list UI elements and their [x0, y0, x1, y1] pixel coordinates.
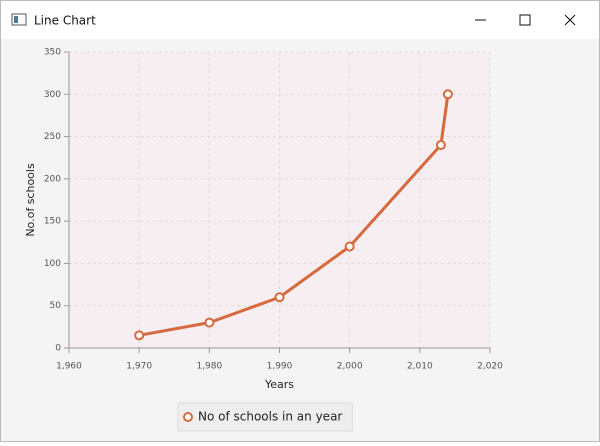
legend-item: No of schools in an year — [177, 402, 353, 432]
title-bar — [1, 1, 599, 39]
y-tick-label: 350 — [44, 48, 61, 58]
x-tick-label: 2,020 — [477, 362, 503, 372]
window-title: Line Chart — [34, 14, 96, 28]
y-tick-label: 150 — [44, 217, 61, 227]
y-tick-label: 100 — [44, 259, 61, 269]
legend-symbol — [183, 412, 193, 422]
legend-label: No of schools in an year — [198, 410, 342, 424]
x-tick-label: 1,980 — [196, 362, 222, 372]
x-tick-label: 1,960 — [56, 362, 82, 372]
x-tick-label: 2,000 — [337, 362, 363, 372]
x-tick-label: 1,990 — [267, 362, 293, 372]
data-point — [344, 241, 355, 252]
x-tick-label: 2,010 — [407, 362, 433, 372]
maximize-button[interactable] — [519, 14, 531, 26]
close-button[interactable] — [564, 14, 576, 26]
y-tick-label: 250 — [44, 132, 61, 142]
legend-box — [177, 402, 353, 432]
app-icon — [11, 13, 27, 26]
y-tick-label: 300 — [44, 90, 61, 100]
x-tick-label: 1,970 — [126, 362, 152, 372]
y-axis-label: No.of schools — [24, 163, 37, 237]
data-point — [442, 89, 453, 100]
data-point — [204, 317, 215, 328]
data-point — [274, 292, 285, 303]
x-axis-label: Years — [264, 378, 294, 391]
data-point — [435, 140, 446, 151]
data-point — [134, 330, 145, 341]
legend: No of schools in an year — [177, 402, 353, 432]
y-tick-label: 200 — [44, 174, 61, 184]
y-tick-label: 0 — [55, 344, 61, 354]
y-tick-label: 50 — [50, 301, 62, 311]
series-line — [138, 94, 450, 337]
chart: 0 50 100 150 200 250 300 350 1,960 1,970 1,980 1,99… — [24, 48, 503, 432]
